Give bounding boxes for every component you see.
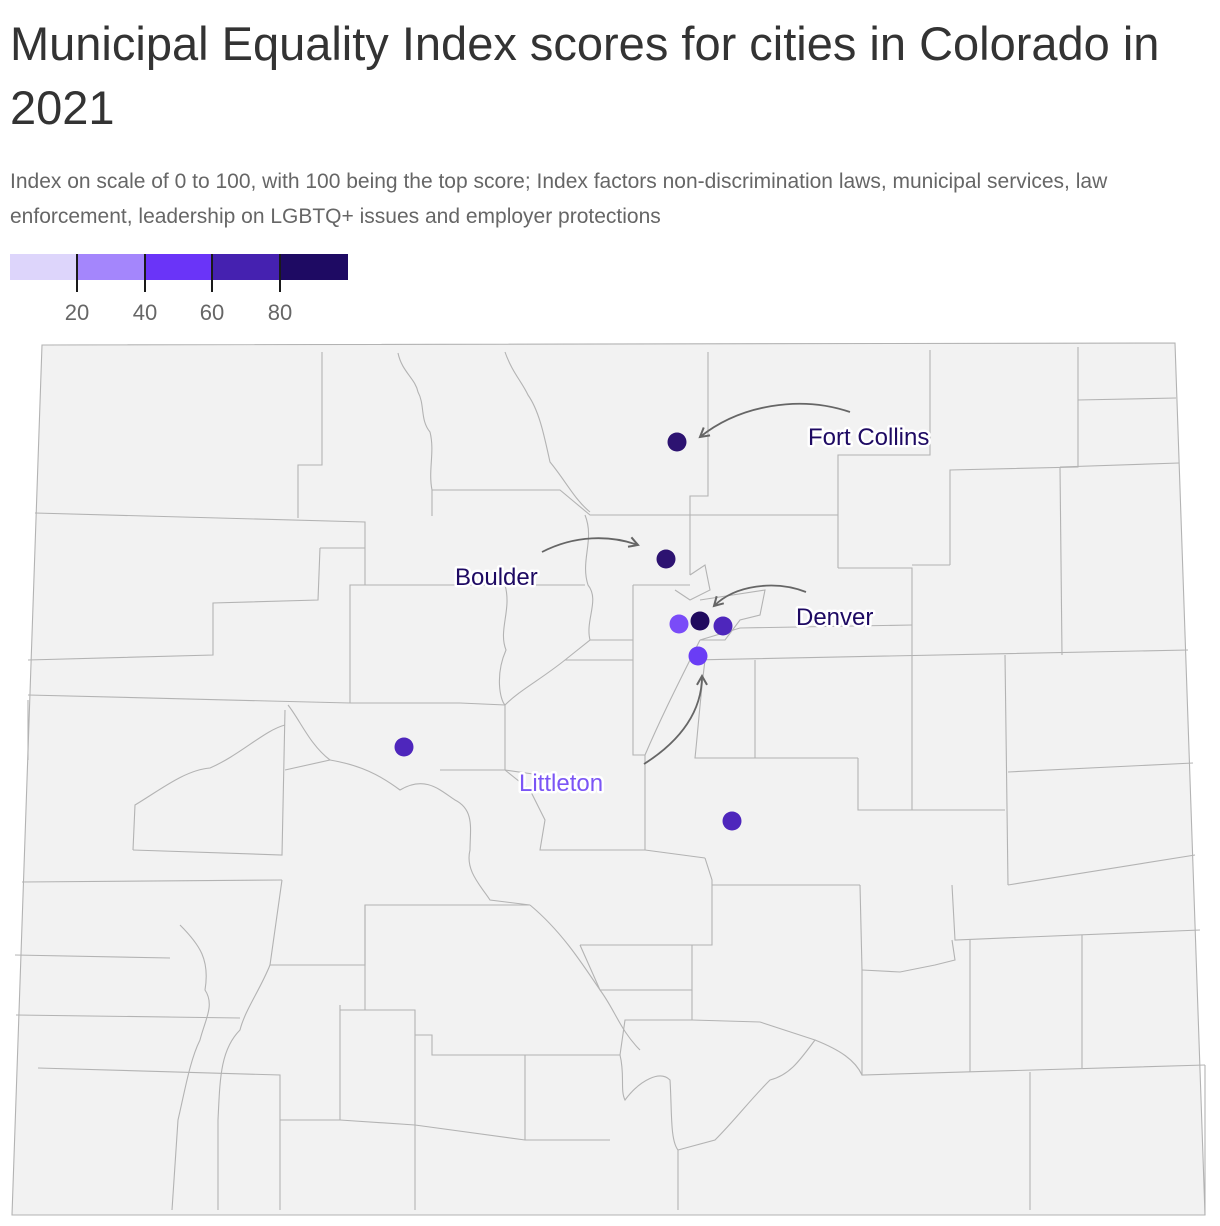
legend-swatch [10,254,78,280]
label-littleton: Littleton [519,770,603,797]
county-boundaries [14,347,1206,1215]
marker-colorado-springs [722,811,742,831]
chart-title: Municipal Equality Index scores for citi… [10,17,1160,134]
legend-swatch [280,254,348,280]
label-denver: Denver [796,604,873,631]
legend-tick [144,254,146,292]
map-svg: Fort Collins Boulder Denver Littleton [11,342,1206,1216]
legend-tick [211,254,213,292]
legend-swatch [77,254,146,280]
boulder-arrow [541,536,640,553]
littleton-arrow [643,673,708,765]
color-legend: 20 40 60 80 [10,254,350,325]
legend-swatch [212,254,281,280]
legend-swatch [145,254,213,280]
legend-label-80: 80 [267,300,293,325]
legend-label-40: 40 [132,300,158,325]
legend-tick [279,254,281,292]
marker-boulder [656,549,676,569]
marker-lakewood [669,614,689,634]
marker-fort-collins [667,432,687,452]
legend-label-60: 60 [199,300,225,325]
fort-collins-arrow [698,402,851,439]
label-boulder: Boulder [455,564,538,591]
colorado-map: Fort Collins Boulder Denver Littleton [0,330,1220,1226]
legend-tick [76,254,78,292]
city-markers [394,432,742,831]
marker-glenwood-springs [394,737,414,757]
marker-littleton [688,646,708,666]
marker-denver [690,611,710,631]
legend-bar [10,254,348,280]
marker-aurora [713,616,733,636]
label-fort-collins: Fort Collins [808,424,929,451]
state-outline [11,342,1206,1216]
chart-subtitle: Index on scale of 0 to 100, with 100 bei… [10,170,1108,228]
denver-arrow [712,584,807,608]
legend-label-20: 20 [64,300,90,325]
